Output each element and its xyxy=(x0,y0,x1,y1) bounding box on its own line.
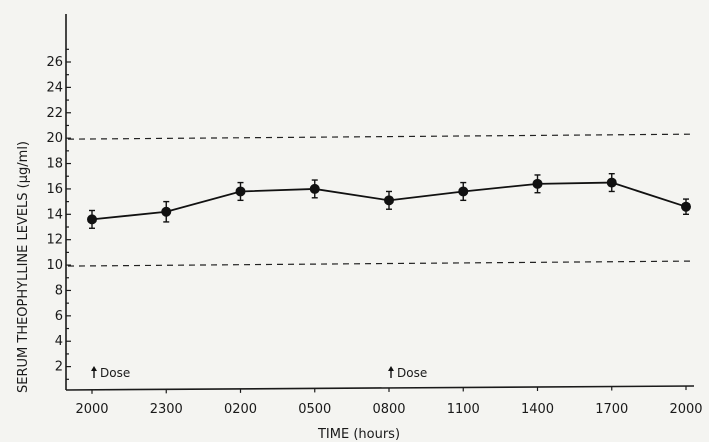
data-point xyxy=(681,201,691,212)
x-tick-label: 0800 xyxy=(372,402,405,417)
x-tick-label: 1100 xyxy=(447,402,480,417)
y-axis-title: SERUM THEOPHYLLINE LEVELS (µg/ml) xyxy=(16,141,31,393)
y-tick-label: 26 xyxy=(46,55,63,70)
y-tick-label: 20 xyxy=(46,131,63,146)
y-tick-label: 16 xyxy=(46,182,63,197)
y-tick-label: 24 xyxy=(46,80,63,95)
x-tick-label: 1700 xyxy=(595,402,628,417)
y-tick-label: 10 xyxy=(46,258,63,273)
data-point xyxy=(384,195,394,206)
dose-arrow-head xyxy=(91,366,97,371)
y-tick-label: 22 xyxy=(46,106,63,121)
reference-line xyxy=(67,260,695,267)
x-tick-label: 2300 xyxy=(150,402,183,417)
y-tick-label: 14 xyxy=(46,207,63,222)
data-point xyxy=(532,178,543,189)
y-tick-label: 4 xyxy=(55,334,63,349)
x-tick-label: 1400 xyxy=(521,402,554,417)
data-point xyxy=(606,177,617,188)
y-tick-label: 2 xyxy=(55,360,63,375)
x-axis-title: TIME (hours) xyxy=(317,427,400,442)
x-axis-line xyxy=(65,385,695,391)
dose-arrow-head xyxy=(388,366,394,371)
x-tick-label: 0200 xyxy=(224,402,257,417)
reference-line xyxy=(67,133,695,140)
y-tick-label: 6 xyxy=(55,309,63,324)
data-point xyxy=(458,186,469,197)
y-tick-label: 12 xyxy=(46,233,63,248)
data-point xyxy=(161,206,172,217)
x-tick-label: 2000 xyxy=(669,402,702,417)
x-tick-label: 2000 xyxy=(75,402,108,417)
dose-annotation: Dose xyxy=(397,366,427,380)
data-point xyxy=(87,214,97,225)
data-point xyxy=(309,183,320,194)
x-tick-label: 0500 xyxy=(298,402,331,417)
y-tick-label: 18 xyxy=(46,157,63,172)
y-tick-label: 8 xyxy=(55,283,63,298)
dose-annotation: Dose xyxy=(100,366,130,380)
data-point xyxy=(235,186,246,197)
